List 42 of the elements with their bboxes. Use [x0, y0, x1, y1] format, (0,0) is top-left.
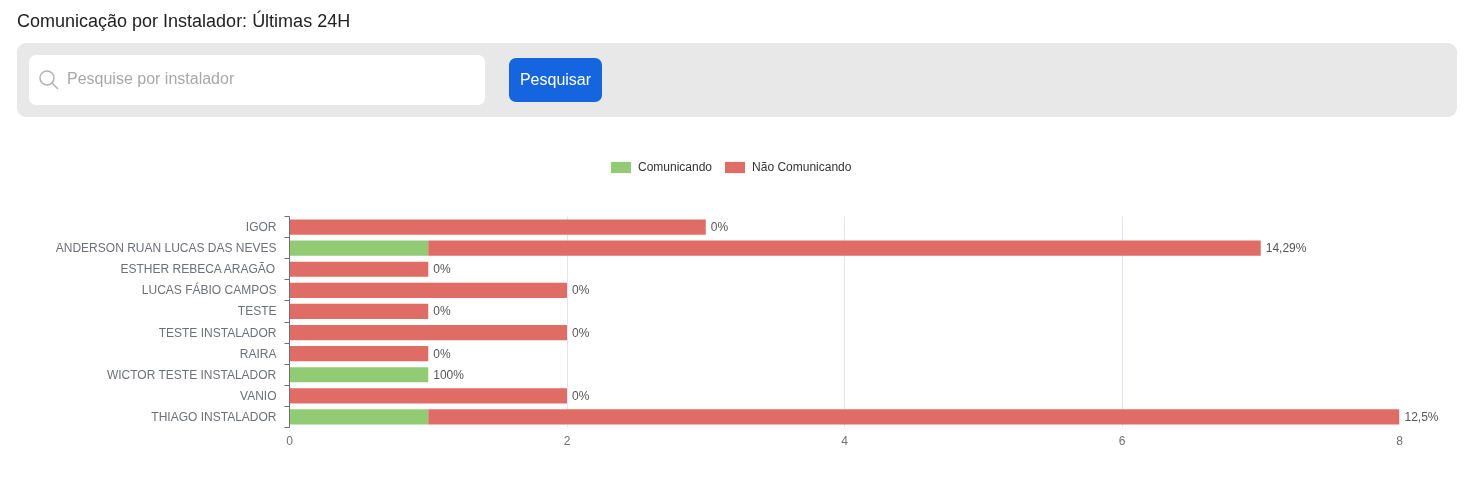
- legend-label: Não Comunicando: [752, 160, 852, 174]
- y-tick-label: TESTE INSTALADOR: [158, 325, 277, 340]
- bar: [289, 282, 567, 298]
- legend-label: Comunicando: [638, 160, 713, 174]
- x-tick-label: 6: [1118, 433, 1126, 448]
- bar: [289, 303, 429, 320]
- bar: [289, 346, 429, 362]
- y-tick-label: VANIO: [240, 388, 277, 403]
- y-tick-label: WICTOR TESTE INSTALADOR: [106, 367, 277, 382]
- annotation: 100%: [433, 367, 465, 382]
- y-tick-label: RAIRA: [239, 346, 277, 361]
- y-tick-label: ESTHER REBECA ARAGÃO: [120, 262, 276, 277]
- bar: [289, 324, 567, 341]
- bar: [289, 261, 429, 277]
- y-tick-label: ANDERSON RUAN LUCAS DAS NEVES: [55, 241, 277, 256]
- bar: [289, 388, 567, 404]
- bar: [289, 219, 706, 235]
- search-placeholder: Pesquise por instalador: [67, 70, 235, 88]
- title: Comunicação por Instalador: Últimas 24H: [17, 9, 351, 33]
- bar: [289, 409, 429, 425]
- annotation: 0%: [572, 283, 590, 298]
- x-tick-label: 8: [1396, 433, 1404, 448]
- annotation: 0%: [572, 325, 590, 340]
- annotation: 0%: [433, 262, 451, 277]
- y-tick-label: TESTE: [237, 304, 277, 319]
- y-tick-label: IGOR: [245, 220, 277, 235]
- annotation: 14,29%: [1265, 241, 1307, 256]
- annotation: 12,5%: [1404, 409, 1439, 424]
- y-tick-label: THIAGO INSTALADOR: [151, 409, 277, 424]
- bar: [428, 409, 1400, 425]
- annotation: 0%: [572, 388, 590, 403]
- bar: [289, 240, 429, 256]
- x-tick-label: 0: [286, 433, 294, 448]
- x-tick-label: 4: [841, 433, 849, 448]
- search-button: Pesquisar: [509, 58, 602, 102]
- annotation: 0%: [710, 220, 729, 235]
- bar: [289, 367, 429, 383]
- bar: [428, 240, 1261, 256]
- annotation: 0%: [433, 304, 451, 319]
- annotation: 0%: [433, 346, 451, 361]
- y-tick-label: LUCAS FÁBIO CAMPOS: [141, 282, 277, 298]
- x-tick-label: 2: [563, 433, 571, 448]
